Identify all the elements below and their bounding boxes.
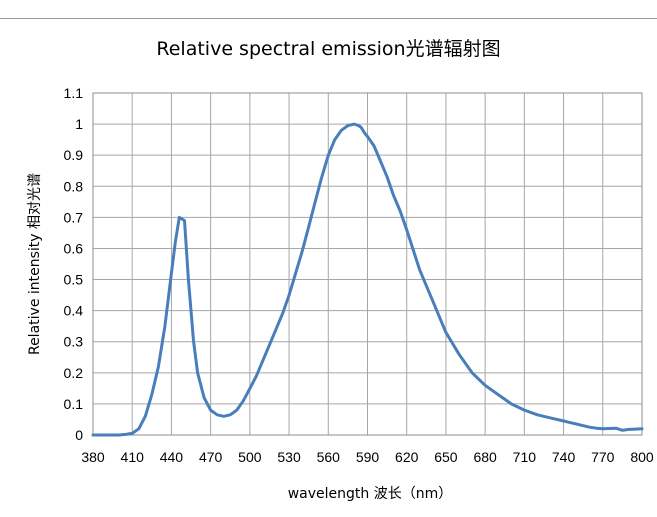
y-tick-label: 0.3 <box>64 334 84 350</box>
y-tick-label: 1 <box>75 116 83 132</box>
x-tick-label: 560 <box>317 449 341 465</box>
x-tick-label: 440 <box>160 449 184 465</box>
y-tick-label: 0.1 <box>64 396 84 412</box>
y-tick-label: 0.5 <box>64 272 84 288</box>
y-tick-label: 0.2 <box>64 365 84 381</box>
top-divider <box>0 18 657 19</box>
x-tick-label: 380 <box>81 449 105 465</box>
chart-title: Relative spectral emission光谱辐射图 <box>156 38 501 60</box>
x-tick-label: 650 <box>434 449 458 465</box>
x-tick-label: 590 <box>356 449 380 465</box>
plot-frame <box>92 92 643 436</box>
x-tick-label: 410 <box>121 449 145 465</box>
y-tick-label: 0 <box>75 427 83 443</box>
y-tick-label: 0.9 <box>64 147 84 163</box>
y-tick-label: 0.8 <box>64 178 84 194</box>
x-tick-label: 710 <box>513 449 537 465</box>
spectrum-line <box>91 122 644 437</box>
y-tick-label: 0.6 <box>64 240 84 256</box>
x-tick-label: 740 <box>552 449 576 465</box>
x-axis-label: wavelength 波长（nm） <box>287 486 453 502</box>
y-tick-label: 0.4 <box>64 303 84 319</box>
y-tick-label: 0.7 <box>64 209 84 225</box>
x-tick-label: 530 <box>277 449 301 465</box>
y-tick-label: 1.1 <box>64 85 84 101</box>
x-tick-label: 500 <box>238 449 262 465</box>
x-tick-label: 470 <box>199 449 223 465</box>
x-tick-label: 770 <box>591 449 615 465</box>
x-tick-label: 680 <box>473 449 497 465</box>
x-tick-label: 800 <box>630 449 654 465</box>
x-tick-label: 620 <box>395 449 419 465</box>
